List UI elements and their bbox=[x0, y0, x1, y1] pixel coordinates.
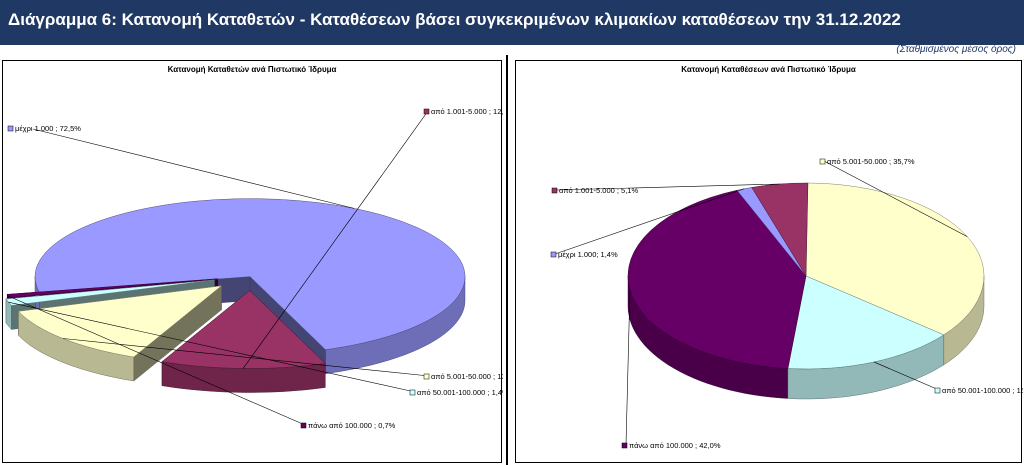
leader-line-από-5-001-50-000 bbox=[823, 160, 968, 237]
weighted-average-note: (Σταθμισμένος μέσος όρος) bbox=[896, 44, 1016, 55]
slice-από-50-001-100-000 bbox=[5, 279, 215, 306]
label-swatch-μέχρι-1-000 bbox=[7, 125, 14, 132]
label-swatch-από-5-001-50-000 bbox=[819, 158, 826, 165]
panel-divider bbox=[506, 55, 508, 465]
slice-από-1-001-5-000 bbox=[751, 182, 809, 277]
leader-line-από-1-001-5-000 bbox=[242, 110, 429, 369]
data-label-από-50-001-100-000: από 50.001-100.000 ; 15,7% bbox=[942, 386, 1023, 395]
data-label-πάνω-από-100-000: πάνω από 100.000 ; 0,7% bbox=[308, 421, 396, 430]
pie-chart-depositors: μέχρι 1.000 ; 72,5% από 1.001-5.000 ; 12,… bbox=[5, 107, 503, 430]
label-swatch-πάνω-από-100-000 bbox=[621, 442, 628, 449]
leader-line-από-5-001-50-000 bbox=[62, 338, 430, 377]
label-swatch-από-50-001-100-000 bbox=[409, 389, 416, 396]
leader-line-από-1-001-5-000 bbox=[555, 183, 780, 191]
pie-labels: μέχρι 1.000 ; 72,5% από 1.001-5.000 ; 12,… bbox=[7, 107, 503, 430]
data-label-μέχρι-1-000: μέχρι 1.000 ; 72,5% bbox=[15, 124, 81, 133]
leader-line-πάνω-από-100-000 bbox=[8, 295, 306, 426]
label-swatch-μέχρι-1-000 bbox=[550, 251, 557, 258]
leader-line-πάνω-από-100-000 bbox=[625, 289, 631, 446]
label-swatch-πάνω-από-100-000 bbox=[300, 422, 307, 429]
slice-από-1-001-5-000 bbox=[161, 290, 326, 369]
data-label-από-1-001-5-000: από 1.001-5.000 ; 5,1% bbox=[559, 186, 638, 195]
data-label-από-5-001-50-000: από 5.001-50.000 ; 35,7% bbox=[827, 157, 915, 166]
data-label-μέχρι-1-000: μέχρι 1.000; 1,4% bbox=[558, 250, 618, 259]
leader-line-από-50-001-100-000 bbox=[8, 301, 416, 393]
leader-line-μέχρι-1-000 bbox=[554, 188, 745, 255]
label-swatch-από-1-001-5-000 bbox=[423, 108, 430, 115]
pie-labels: από 5.001-50.000 ; 35,7% από 50.001-100.0… bbox=[550, 157, 1023, 450]
header-banner: Διάγραμμα 6: Κατανομή Καταθετών - Καταθέ… bbox=[0, 0, 1024, 45]
data-label-από-5-001-50-000: από 5.001-50.000 ; 13,0% bbox=[431, 372, 503, 381]
leader-line-από-50-001-100-000 bbox=[873, 361, 940, 391]
label-swatch-από-50-001-100-000 bbox=[934, 387, 941, 394]
label-swatch-από-1-001-5-000 bbox=[551, 187, 558, 194]
chart-title-deposits: Κατανομή Καταθέσεων ανά Πιστωτικό Ίδρυμα bbox=[681, 65, 856, 74]
label-swatch-από-5-001-50-000 bbox=[423, 373, 430, 380]
chart-panel-deposits: Κατανομή Καταθέσεων ανά Πιστωτικό Ίδρυμα… bbox=[515, 60, 1023, 463]
data-label-πάνω-από-100-000: πάνω από 100.000 ; 42,0% bbox=[629, 441, 721, 450]
pie-tops bbox=[627, 182, 985, 370]
pie-chart-deposits: από 5.001-50.000 ; 35,7% από 50.001-100.0… bbox=[550, 157, 1023, 450]
data-label-από-50-001-100-000: από 50.001-100.000 ; 1,4% bbox=[417, 388, 503, 397]
data-label-από-1-001-5-000: από 1.001-5.000 ; 12,4% bbox=[431, 107, 503, 116]
slice-πάνω-από-100-000 bbox=[627, 189, 807, 369]
chart-panel-depositors: Κατανομή Καταθετών ανά Πιστωτικό Ίδρυμα … bbox=[2, 60, 503, 463]
page-title: Διάγραμμα 6: Κατανομή Καταθετών - Καταθέ… bbox=[8, 10, 901, 29]
chart-title-depositors: Κατανομή Καταθετών ανά Πιστωτικό Ίδρυμα bbox=[167, 65, 337, 74]
leader-line-μέχρι-1-000 bbox=[32, 128, 355, 209]
slice-από-5-001-50-000 bbox=[805, 182, 985, 336]
